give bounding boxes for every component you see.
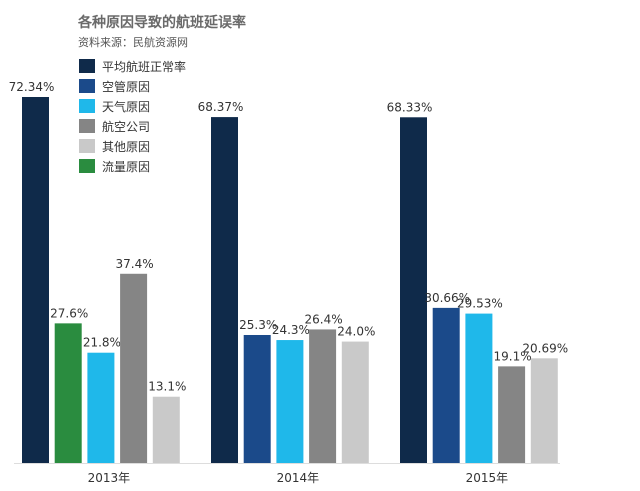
data-label-1-4: 24.0% [337, 325, 375, 339]
bar-1-4 [341, 341, 369, 463]
data-label-1-1: 25.3% [239, 318, 277, 332]
legend-label-2: 天气原因 [102, 99, 150, 114]
chart-title: 各种原因导致的航班延误率 [78, 15, 246, 31]
data-label-0-3: 37.4% [116, 257, 154, 271]
legend-swatch-4 [79, 139, 95, 153]
category-label-0: 2013年 [88, 471, 131, 485]
bar-2-3 [498, 366, 526, 463]
bar-0-4 [152, 396, 180, 463]
category-label-2: 2015年 [466, 471, 509, 485]
data-label-2-3: 19.1% [494, 349, 532, 363]
bar-2-4 [530, 358, 558, 463]
category-label-1: 2014年 [277, 471, 320, 485]
legend-label-5: 流量原因 [102, 160, 150, 174]
legend-swatch-5 [79, 159, 95, 173]
data-label-1-3: 26.4% [305, 312, 343, 326]
data-label-2-4: 20.69% [522, 341, 568, 355]
chart-source: 资料来源：民航资源网 [78, 36, 188, 49]
bar-1-1 [243, 334, 271, 463]
legend-swatch-1 [79, 79, 95, 93]
legend-swatch-2 [79, 99, 95, 113]
bar-2-0 [400, 117, 427, 463]
legend-label-1: 空管原因 [102, 79, 150, 94]
bar-0-0 [22, 97, 49, 463]
data-label-0-0: 72.34% [9, 80, 55, 94]
data-label-2-1: 30.66% [424, 291, 470, 305]
bar-1-0 [211, 117, 238, 463]
data-label-1-0: 68.37% [198, 100, 244, 114]
legend-label-0: 平均航班正常率 [102, 59, 186, 74]
bar-1-2 [276, 340, 304, 463]
data-label-1-2: 24.3% [272, 323, 310, 337]
data-label-0-4: 13.1% [148, 380, 186, 394]
legend-swatch-3 [79, 119, 95, 133]
bar-0-5 [54, 323, 82, 463]
bar-2-2 [465, 313, 493, 463]
data-label-2-2: 29.53% [457, 297, 503, 311]
legend-label-3: 航空公司 [102, 119, 150, 134]
legend-swatch-0 [79, 59, 95, 73]
bar-0-2 [87, 352, 115, 463]
data-label-2-0: 68.33% [387, 100, 433, 114]
bar-0-3 [120, 273, 148, 463]
legend-label-4: 其他原因 [102, 140, 150, 154]
data-label-0-5: 27.6% [50, 306, 88, 320]
bar-1-3 [309, 329, 337, 463]
data-label-0-2: 21.8% [83, 336, 121, 350]
bar-2-1 [432, 307, 460, 463]
